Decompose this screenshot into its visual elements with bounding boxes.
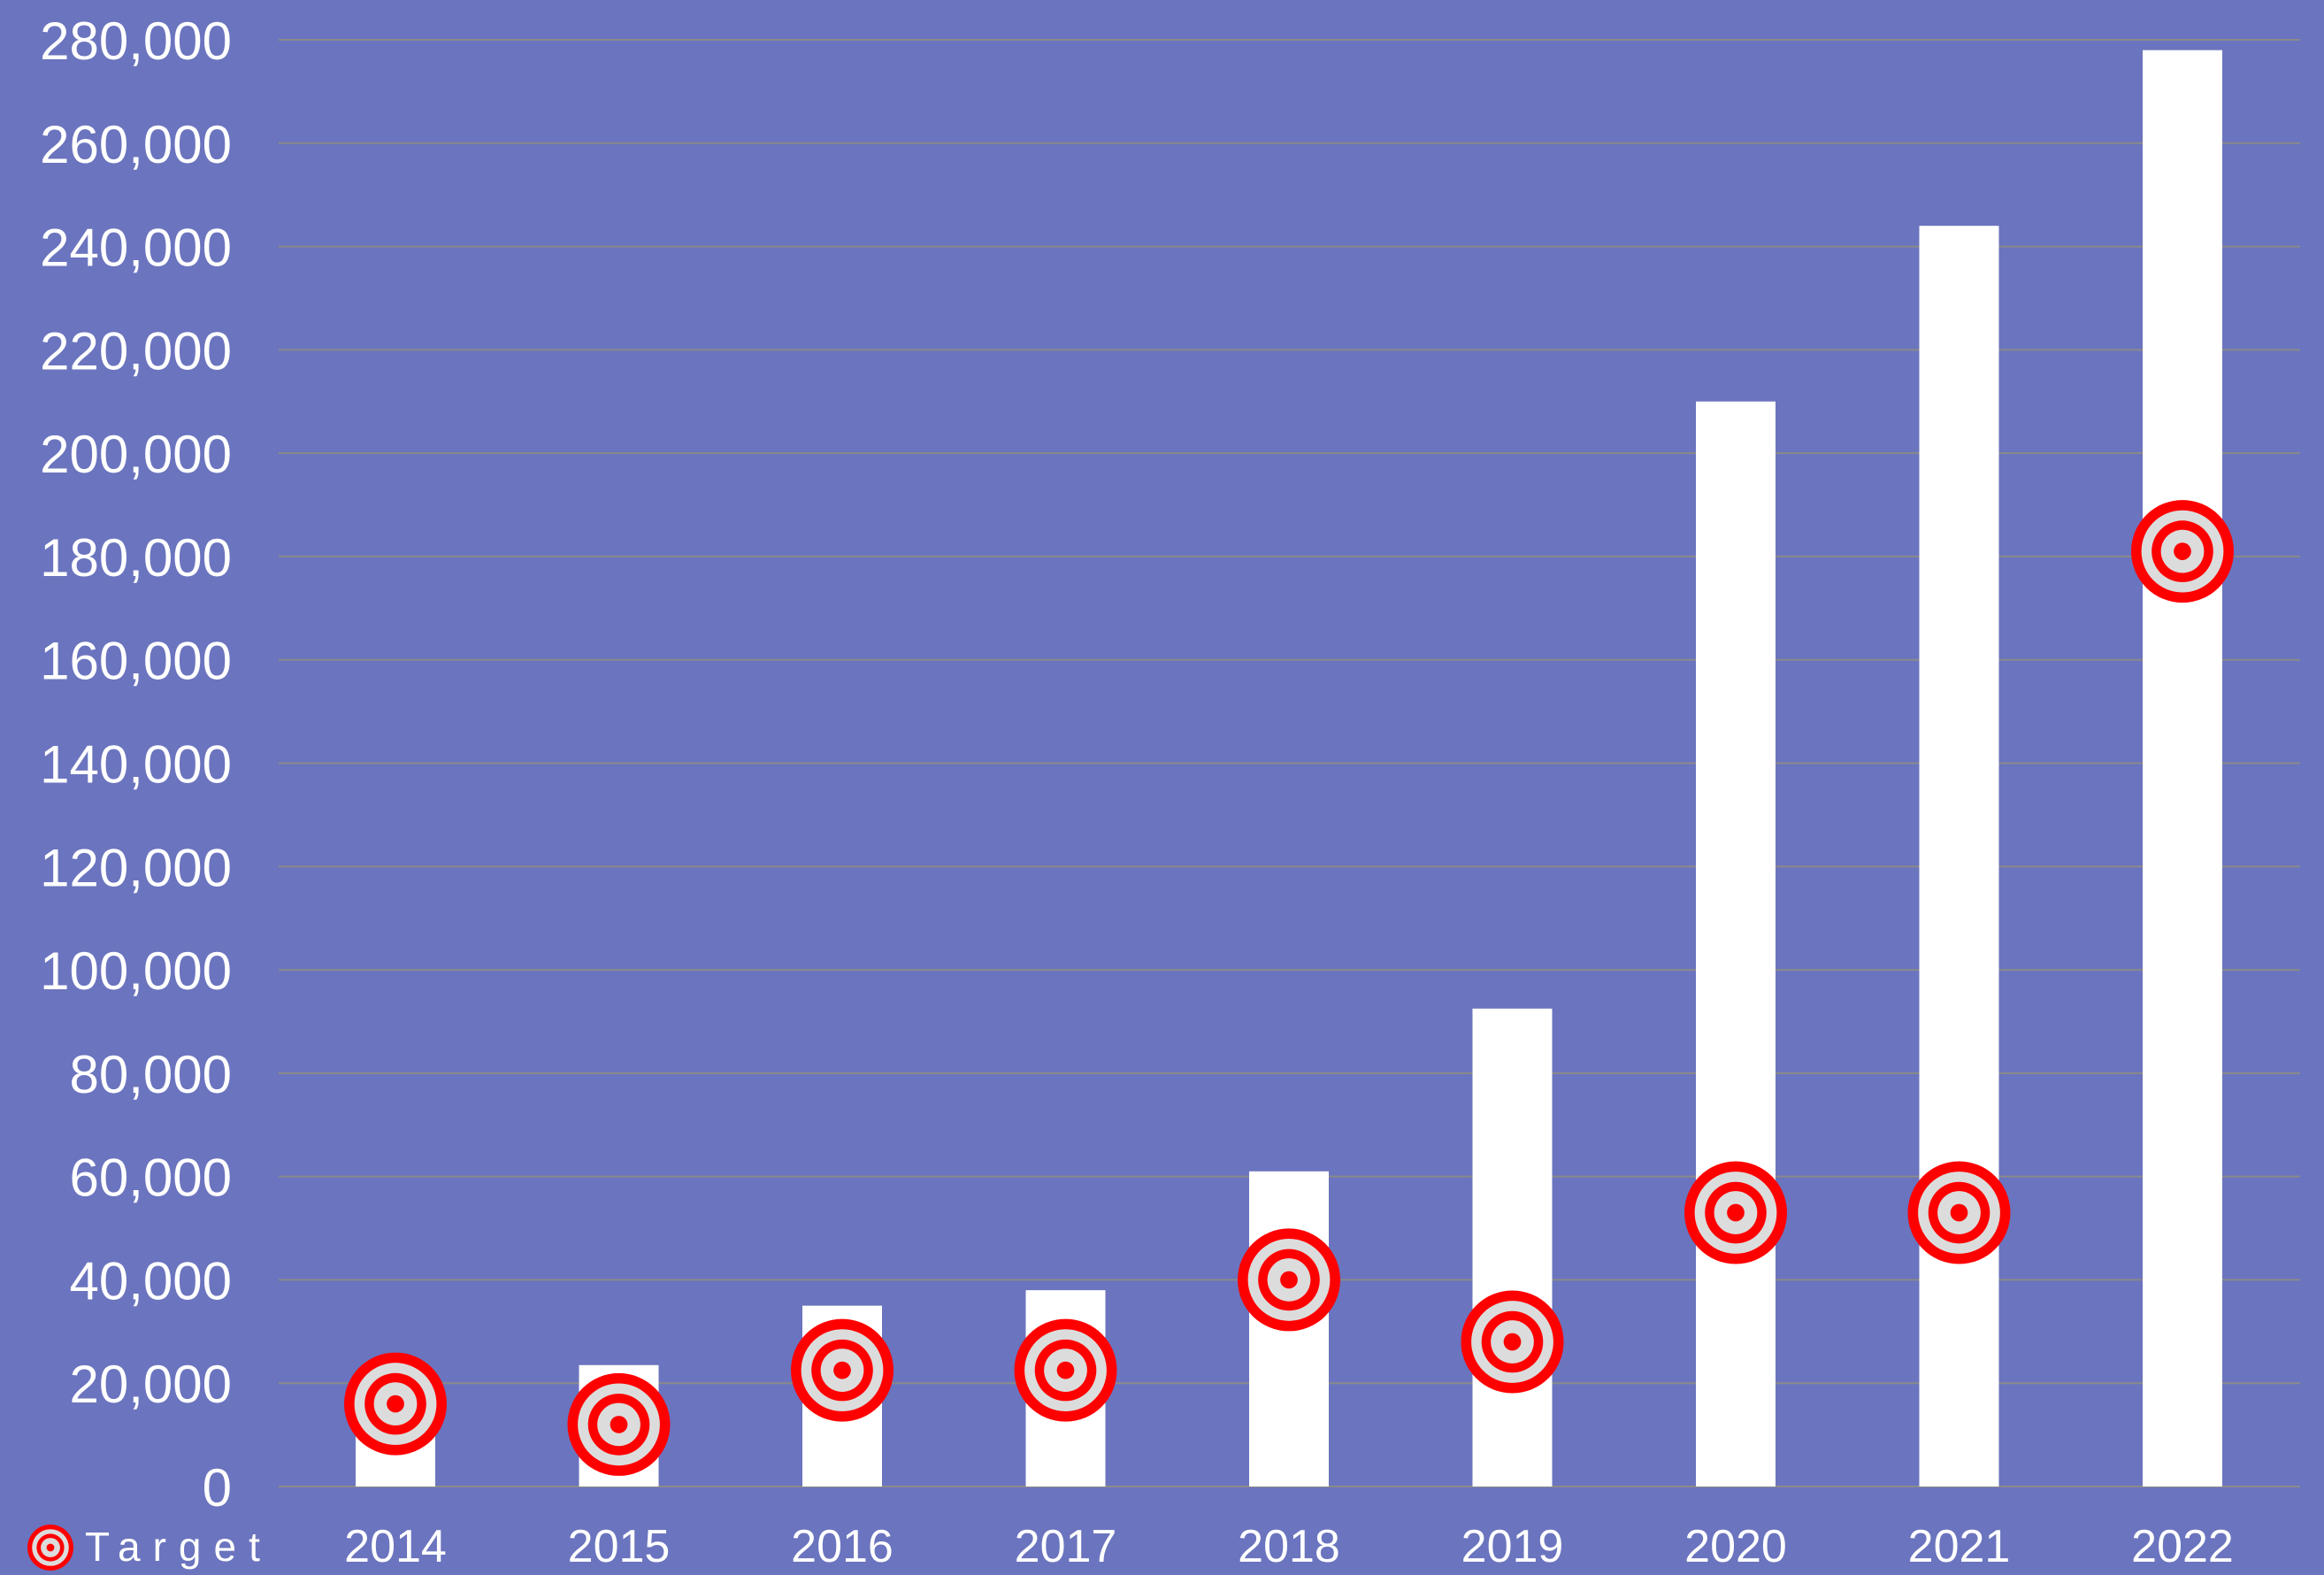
target-marker <box>791 1318 894 1422</box>
target-series <box>344 500 2234 1476</box>
target-marker <box>2131 500 2234 603</box>
y-tick-label: 240,000 <box>40 219 232 278</box>
y-tick-label: 220,000 <box>40 321 232 380</box>
y-axis-tick-labels: 0 20,000 40,000 60,000 80,000 100,000 120,000 1… <box>40 12 232 1517</box>
x-tick-label: 2022 <box>2131 1521 2234 1572</box>
x-tick-label: 2020 <box>1684 1521 1787 1572</box>
x-tick-label: 2016 <box>791 1521 894 1572</box>
y-tick-label: 60,000 <box>69 1149 232 1208</box>
y-tick-label: 280,000 <box>40 12 232 71</box>
target-marker <box>1238 1228 1340 1332</box>
bar <box>1696 401 1776 1487</box>
target-marker <box>567 1372 671 1476</box>
y-tick-label: 40,000 <box>69 1251 232 1310</box>
x-tick-label: 2014 <box>344 1521 447 1572</box>
x-tick-label: 2021 <box>1908 1521 2011 1572</box>
target-icon <box>27 1525 73 1571</box>
target-marker <box>1684 1161 1787 1264</box>
bar <box>1472 1008 1553 1487</box>
x-tick-label: 2018 <box>1238 1521 1340 1572</box>
y-tick-label: 0 <box>203 1458 232 1517</box>
y-tick-label: 160,000 <box>40 632 232 691</box>
y-tick-label: 180,000 <box>40 528 232 588</box>
target-marker <box>1461 1290 1564 1394</box>
x-tick-label: 2015 <box>568 1521 671 1572</box>
legend-label-target: Target <box>85 1524 272 1570</box>
target-icon-shape <box>27 1525 73 1571</box>
y-tick-label: 100,000 <box>40 941 232 1001</box>
x-axis-tick-labels: 2014 2015 2016 2017 2018 2019 2020 2021 2022 <box>344 1521 2234 1572</box>
y-tick-label: 140,000 <box>40 735 232 795</box>
bar <box>2143 50 2222 1487</box>
y-tick-label: 200,000 <box>40 425 232 484</box>
y-tick-label: 20,000 <box>69 1355 232 1414</box>
y-tick-label: 260,000 <box>40 115 232 174</box>
y-tick-label: 120,000 <box>40 838 232 897</box>
bar <box>1919 226 1999 1487</box>
x-tick-label: 2019 <box>1461 1521 1564 1572</box>
target-marker <box>344 1352 447 1456</box>
legend: Target <box>27 1524 272 1571</box>
x-tick-label: 2017 <box>1015 1521 1117 1572</box>
target-marker <box>1014 1318 1117 1422</box>
target-marker <box>1907 1161 2011 1264</box>
y-tick-label: 80,000 <box>69 1045 232 1104</box>
